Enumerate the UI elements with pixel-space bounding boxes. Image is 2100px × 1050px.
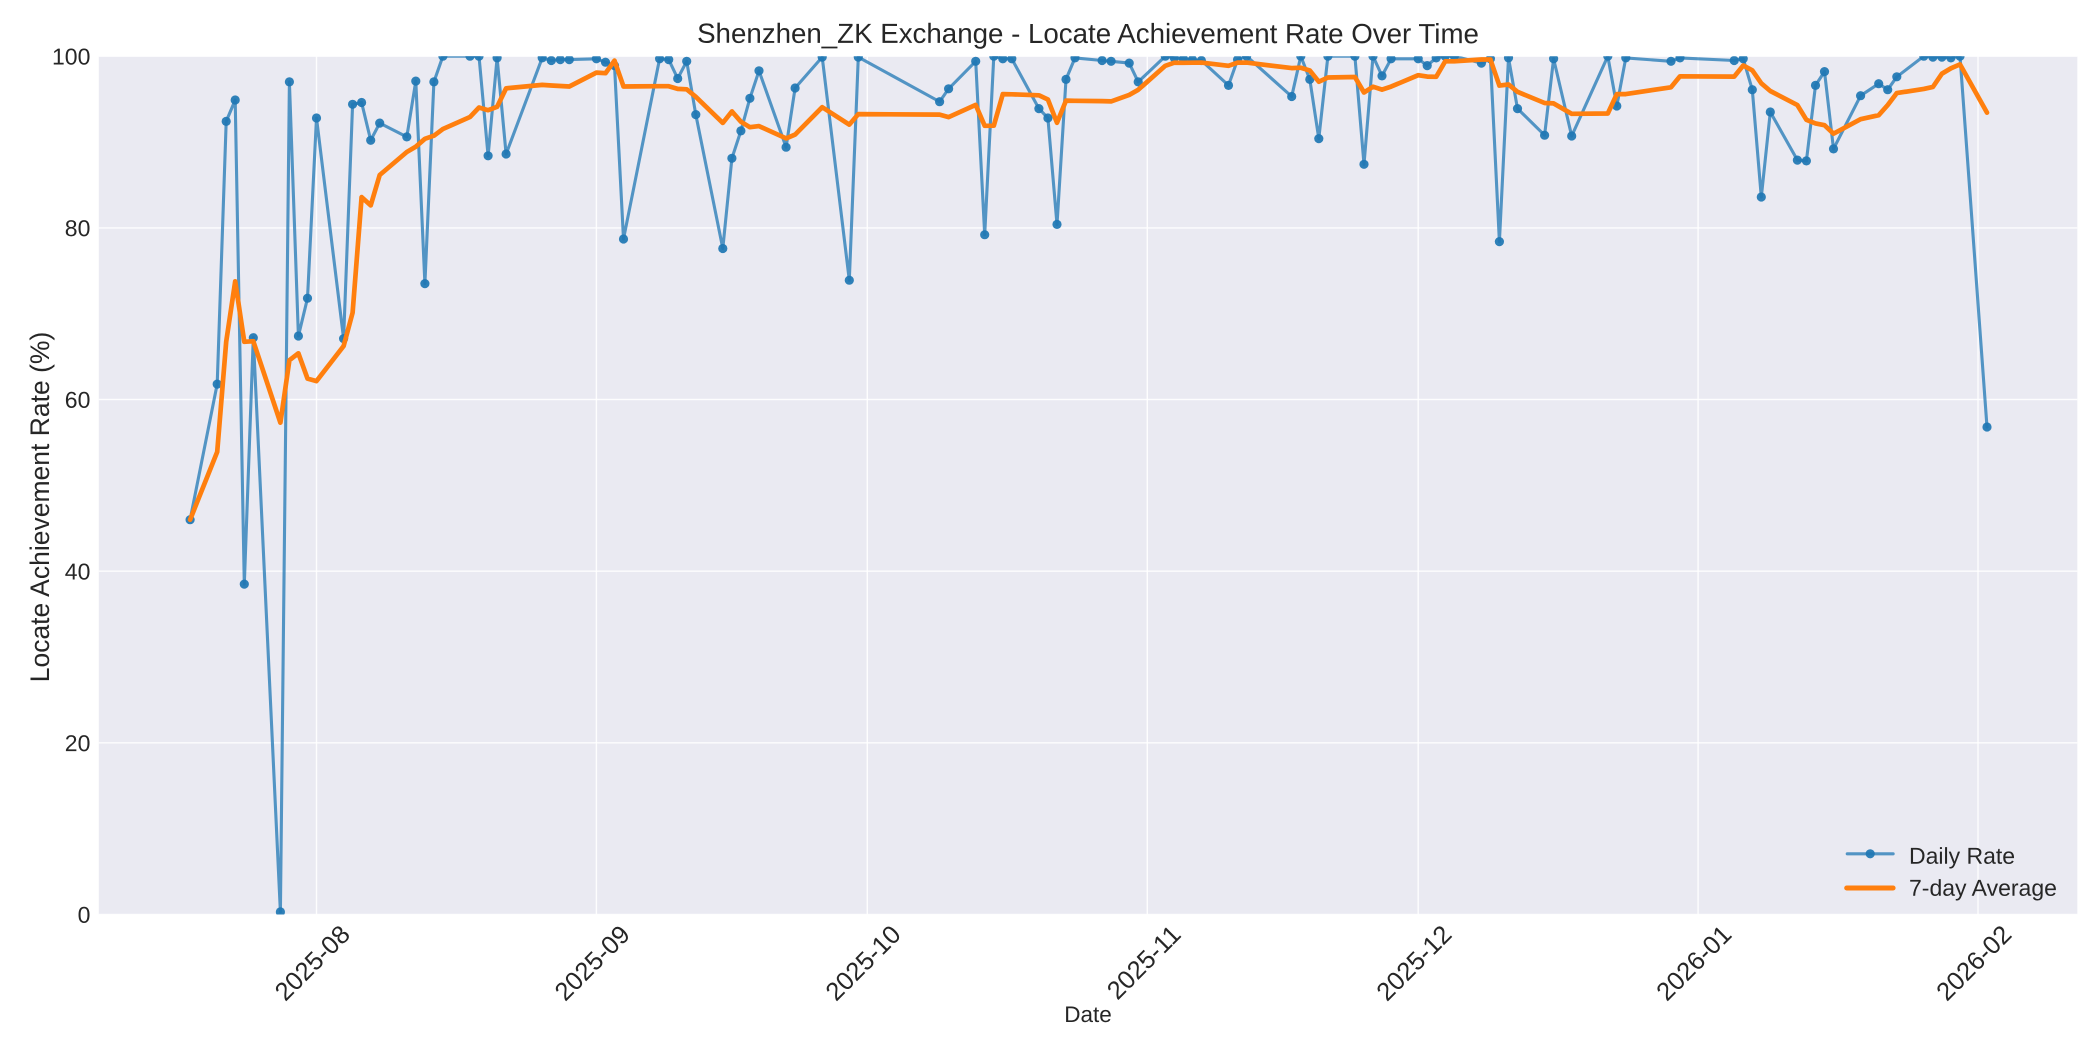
svg-text:Date: Date <box>1064 1002 1112 1027</box>
svg-text:100: 100 <box>52 43 90 69</box>
svg-text:60: 60 <box>65 387 91 413</box>
svg-text:40: 40 <box>65 558 91 584</box>
svg-text:Shenzhen_ZK Exchange - Locate: Shenzhen_ZK Exchange - Locate Achievemen… <box>697 18 1479 49</box>
svg-text:Locate Achievement Rate (%): Locate Achievement Rate (%) <box>25 332 55 683</box>
svg-text:0: 0 <box>78 902 91 928</box>
svg-text:7-day Average: 7-day Average <box>1909 875 2057 901</box>
svg-text:Daily Rate: Daily Rate <box>1909 843 2015 869</box>
svg-text:20: 20 <box>65 730 91 756</box>
svg-text:80: 80 <box>65 215 91 241</box>
